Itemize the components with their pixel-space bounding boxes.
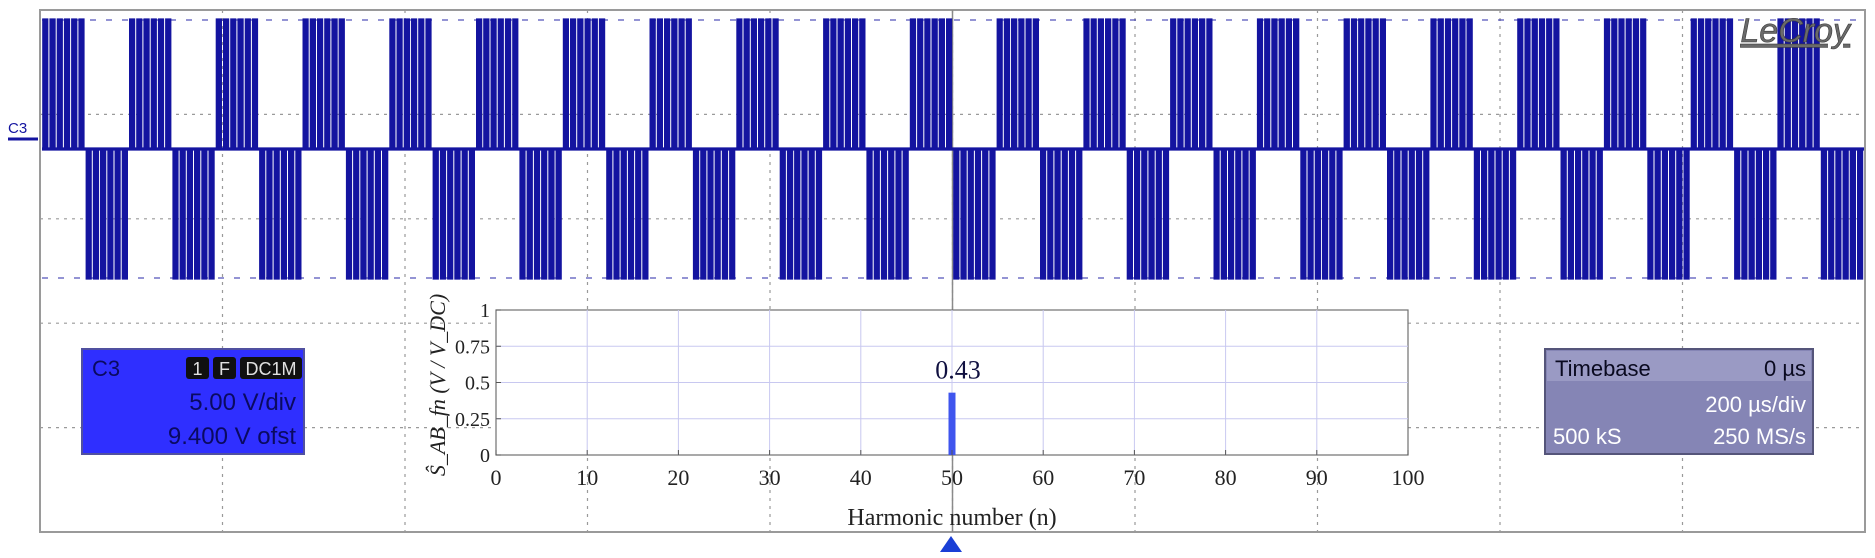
chart-y-tick-label: 0 [480,445,490,467]
lecroy-logo: LeCroy [1740,12,1852,50]
chart-x-tick-label: 100 [1392,465,1425,490]
chart-x-tick-label: 0 [491,465,502,490]
channel-badge-text: F [219,359,230,379]
harmonic-spectrum-chart: 0.43 0 10 20 30 40 50 60 70 80 90 100 0 0.25 0.5 0.75… [425,294,1425,531]
trigger-position-arrow-icon[interactable] [940,536,962,552]
volts-per-div: 5.00 V/div [189,389,296,416]
chart-x-tick-label: 10 [576,465,598,490]
chart-x-tick-label: 80 [1215,465,1237,490]
sample-count: 500 kS [1553,424,1622,449]
channel-name: C3 [92,356,120,381]
chart-y-axis-label: Ŝ_AB_fn (V / V_DC) [425,294,450,476]
channel-badge-text: 1 [192,359,202,379]
chart-x-ticks: 0 10 20 30 40 50 60 70 80 90 100 [491,450,1425,490]
timebase-delay: 0 µs [1764,356,1806,381]
c3-waveform-trace [42,18,1864,280]
chart-x-tick-label: 90 [1306,465,1328,490]
sample-rate: 250 MS/s [1713,424,1806,449]
chart-y-ticks: 0 0.25 0.5 0.75 1 [455,300,501,467]
chart-x-axis-label: Harmonic number (n) [847,505,1056,531]
chart-data-label: 0.43 [935,356,981,385]
channel-badge-text: DC1M [245,359,296,379]
chart-x-tick-label: 50 [941,465,963,490]
chart-y-tick-label: 0.75 [455,336,490,358]
channel-descriptor-c3[interactable]: C3 1 F DC1M 5.00 V/div 9.400 V ofst [81,348,305,455]
chart-x-tick-label: 30 [759,465,781,490]
time-per-div: 200 µs/div [1705,392,1806,417]
chart-x-tick-label: 60 [1032,465,1054,490]
chart-x-tick-label: 20 [667,465,689,490]
timebase-descriptor[interactable]: Timebase 0 µs 200 µs/div 500 kS 250 MS/s [1544,348,1814,455]
chart-y-tick-label: 0.25 [455,409,490,431]
channel-badge: F [213,357,236,379]
chart-x-tick-label: 40 [850,465,872,490]
timebase-title: Timebase [1555,356,1651,381]
offset-value: 9.400 V ofst [168,423,296,450]
chart-bars: 0.43 [935,356,981,455]
chart-x-tick-label: 70 [1123,465,1145,490]
channel-badge: 1 [186,357,209,379]
chart-y-tick-label: 1 [480,300,490,322]
chart-bar [948,392,956,455]
channel-badges: 1 F DC1M [186,357,302,379]
chart-y-tick-label: 0.5 [465,373,490,395]
channel-marker-c3: C3 [8,120,27,137]
channel-badge: DC1M [240,357,302,379]
